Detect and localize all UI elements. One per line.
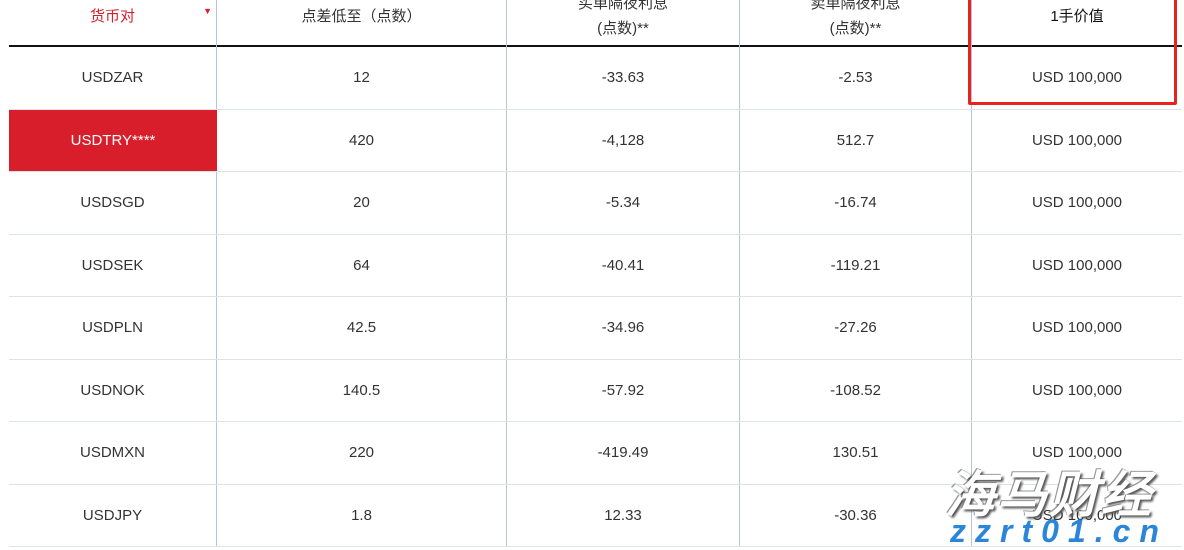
cell-long: -419.49 <box>507 422 740 484</box>
table-row: USDMXN 220 -419.49 130.51 USD 100,000 <box>9 422 1182 485</box>
table-row: USDZAR 12 -33.63 -2.53 USD 100,000 <box>9 47 1182 110</box>
cell-spread: 1.8 <box>217 484 507 546</box>
cell-pair: USDJPY <box>9 484 217 546</box>
cell-long: -4,128 <box>507 109 740 171</box>
cell-long: 12.33 <box>507 484 740 546</box>
header-short-swap-line2: (点数)** <box>829 20 882 37</box>
cell-long: -40.41 <box>507 234 740 296</box>
table-row: USDNOK 140.5 -57.92 -108.52 USD 100,000 <box>9 359 1182 422</box>
header-long-swap: 买单隔夜利息 (点数)** <box>507 0 740 47</box>
cell-spread: 420 <box>217 109 507 171</box>
cell-short: -2.53 <box>740 47 972 109</box>
cell-short: 130.51 <box>740 422 972 484</box>
cell-short: 512.7 <box>740 109 972 171</box>
cell-value: USD 100,000 <box>1031 319 1123 337</box>
cell-spread: 42.5 <box>217 297 507 359</box>
cell-spread: 140.5 <box>217 359 507 421</box>
cell-long: -5.34 <box>507 172 740 234</box>
header-long-swap-line2: (点数)** <box>597 20 649 37</box>
cell-spread: 64 <box>217 234 507 296</box>
cell-pair: USDTRY**** <box>9 109 217 171</box>
cell-pair: USDZAR <box>9 47 217 109</box>
cell-pair: USDNOK <box>9 359 217 421</box>
header-spread-label: 点差低至（点数） <box>301 8 422 25</box>
header-short-swap: 卖单隔夜利息 (点数)** <box>740 0 972 47</box>
cell-spread: 12 <box>217 47 507 109</box>
header-pair[interactable]: 货币对 ▼ <box>9 0 217 47</box>
table-row: USDSGD 20 -5.34 -16.74 USD 100,000 <box>9 172 1182 235</box>
cell-short: -108.52 <box>740 359 972 421</box>
cell-spread: 220 <box>217 422 507 484</box>
header-long-swap-line1: 买单隔夜利息 <box>577 0 668 12</box>
cell-value: USD 100,000 <box>1031 381 1123 399</box>
cell-short: -16.74 <box>740 172 972 234</box>
header-lot-value-label: 1手价值 <box>1050 8 1104 25</box>
header-pair-label: 货币对 <box>89 8 135 25</box>
cell-long: -33.63 <box>507 47 740 109</box>
cell-value: USD 100,000 <box>1031 131 1123 149</box>
cell-short: -119.21 <box>740 234 972 296</box>
table-row: USDTRY**** 420 -4,128 512.7 USD 100,000 <box>9 109 1182 172</box>
cell-spread: 20 <box>217 172 507 234</box>
cell-value: USD 100,000 <box>1031 69 1123 87</box>
table-row: USDJPY 1.8 12.33 -30.36 USD 100,000 <box>9 484 1182 547</box>
cell-pair: USDPLN <box>9 297 217 359</box>
cell-short: -27.26 <box>740 297 972 359</box>
highlight-box <box>968 0 1177 105</box>
cell-long: -34.96 <box>507 297 740 359</box>
cell-long: -57.92 <box>507 359 740 421</box>
cell-value: USD 100,000 <box>1031 506 1123 524</box>
header-lot-value: 1手价值 <box>972 0 1182 47</box>
sort-desc-icon[interactable]: ▼ <box>203 6 212 16</box>
cell-value: USD 100,000 <box>1031 256 1123 274</box>
table-row: USDSEK 64 -40.41 -119.21 USD 100,000 <box>9 234 1182 297</box>
cell-pair: USDSGD <box>9 172 217 234</box>
cell-pair: USDSEK <box>9 234 217 296</box>
header-short-swap-line1: 卖单隔夜利息 <box>810 0 901 12</box>
header-spread: 点差低至（点数） <box>217 0 507 47</box>
table-row: USDPLN 42.5 -34.96 -27.26 USD 100,000 <box>9 297 1182 360</box>
cell-short: -30.36 <box>740 484 972 546</box>
cell-pair: USDMXN <box>9 422 217 484</box>
cell-value: USD 100,000 <box>1031 444 1123 462</box>
cell-value: USD 100,000 <box>1031 194 1123 212</box>
table-header: 货币对 ▼ 点差低至（点数） 买单隔夜利息 (点数)** 卖单隔夜利息 (点数)** … <box>9 0 1182 47</box>
